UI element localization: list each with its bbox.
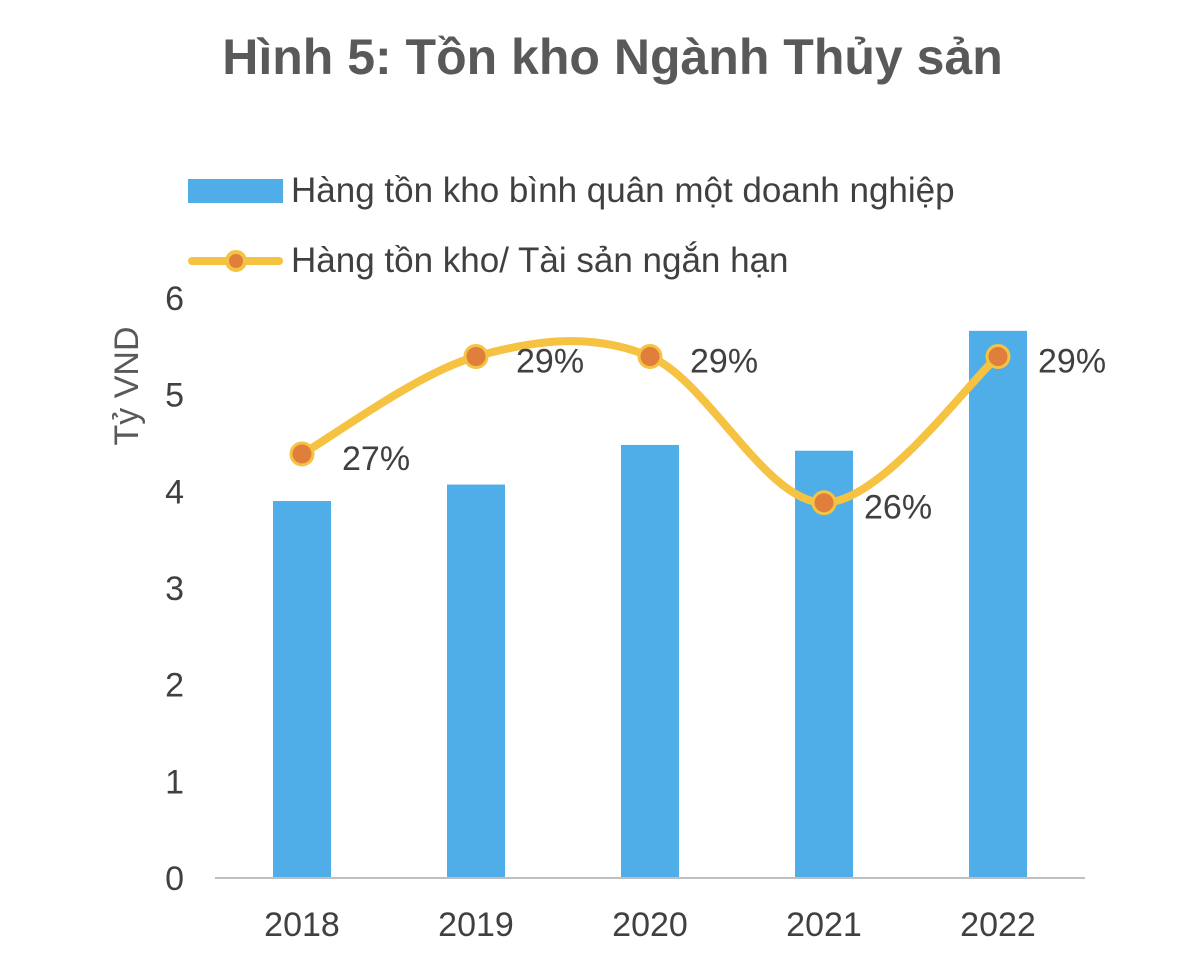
line-point: [985, 343, 1011, 369]
data-label: 29%: [516, 342, 584, 380]
bar: [969, 330, 1027, 878]
chart-title: Hình 5: Tồn kho Ngành Thủy sản: [222, 29, 1003, 85]
x-tick-label: 2022: [960, 906, 1036, 944]
y-tick-label: 0: [165, 860, 184, 898]
legend-bar-swatch: [188, 179, 283, 203]
y-tick-label: 5: [165, 377, 184, 415]
data-label: 27%: [342, 440, 410, 478]
data-label: 29%: [1038, 342, 1106, 380]
bar: [447, 484, 505, 878]
y-tick-label: 1: [165, 763, 184, 801]
bar: [273, 501, 331, 878]
y-axis-title: Tỷ VND: [108, 327, 146, 446]
y-tick-label: 4: [165, 473, 184, 511]
bar: [621, 444, 679, 878]
x-tick-label: 2020: [612, 906, 688, 944]
legend-item-bars: Hàng tồn kho bình quân một doanh nghiệp: [188, 166, 955, 216]
x-tick-label: 2019: [438, 906, 514, 944]
y-tick-label: 3: [165, 570, 184, 608]
legend-line-swatch: [188, 246, 283, 276]
legend-line-label: Hàng tồn kho/ Tài sản ngắn hạn: [291, 241, 789, 280]
data-label: 26%: [864, 489, 932, 527]
x-tick-label: 2018: [264, 906, 340, 944]
bar: [795, 450, 853, 878]
data-label: 29%: [690, 342, 758, 380]
line-point: [811, 490, 837, 516]
y-tick-label: 6: [165, 280, 184, 318]
legend-bar-label: Hàng tồn kho bình quân một doanh nghiệp: [291, 171, 955, 210]
y-tick-label: 2: [165, 667, 184, 705]
legend-item-line: Hàng tồn kho/ Tài sản ngắn hạn: [188, 236, 789, 286]
x-tick-label: 2021: [786, 906, 862, 944]
line-point: [637, 343, 663, 369]
line-point: [463, 343, 489, 369]
line-point: [289, 441, 315, 467]
